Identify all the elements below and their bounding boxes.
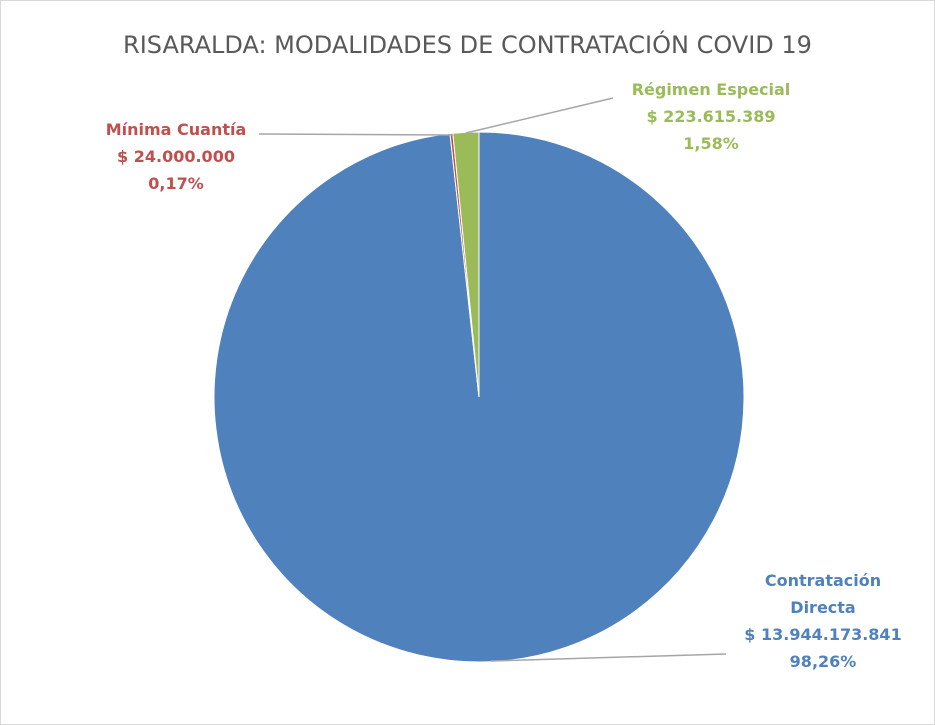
percent-label: 0,17% bbox=[148, 174, 204, 193]
category-label: Régimen Especial bbox=[631, 80, 791, 99]
percent-label: 1,58% bbox=[683, 134, 739, 153]
percent-label: 98,26% bbox=[789, 652, 857, 671]
chart-title: RISARALDA: MODALIDADES DE CONTRATACIÓN C… bbox=[123, 31, 812, 59]
category-label: Mínima Cuantía bbox=[105, 120, 247, 139]
value-label: $ 13.944.173.841 bbox=[744, 625, 902, 644]
category-label: Contratación Directa bbox=[764, 571, 882, 617]
value-label: $ 223.615.389 bbox=[646, 107, 776, 126]
data-label: Contratación Directa $ 13.944.173.841 98,2… bbox=[738, 567, 908, 675]
data-label: Régimen Especial $ 223.615.389 1,58% bbox=[611, 76, 811, 157]
data-label: Mínima Cuantía $ 24.000.000 0,17% bbox=[86, 116, 266, 197]
leader-line bbox=[490, 653, 727, 662]
leader-line bbox=[258, 133, 454, 136]
leader-line bbox=[465, 97, 614, 134]
value-label: $ 24.000.000 bbox=[117, 147, 235, 166]
